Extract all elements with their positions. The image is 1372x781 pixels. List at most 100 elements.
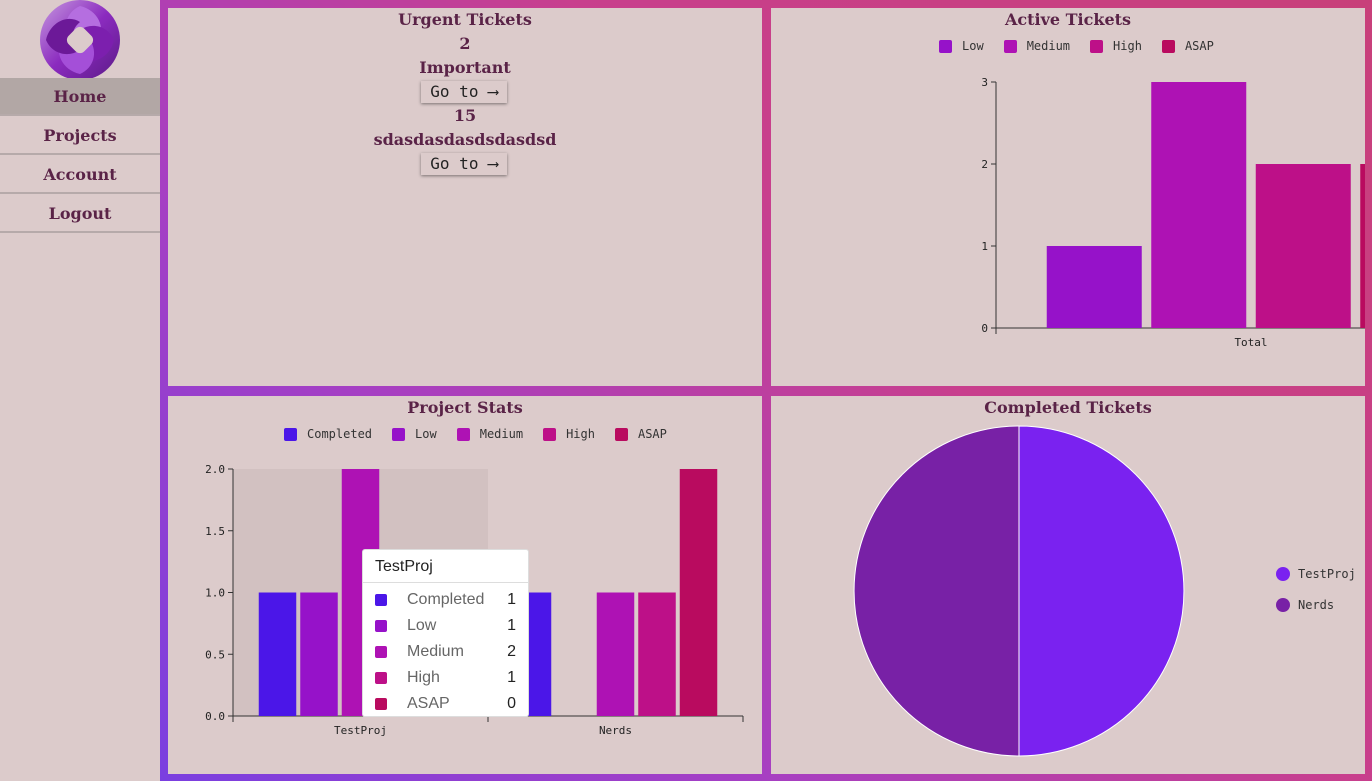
bar-nerds-asap	[679, 469, 718, 716]
tooltip-label: High	[407, 669, 440, 686]
pie-legend-testproj[interactable]: TestProj	[1276, 567, 1356, 581]
y-tick-label: 2	[981, 158, 988, 171]
legend-label-asap: ASAP	[637, 427, 667, 441]
swatch-medium	[456, 427, 470, 441]
bar-nerds-high	[638, 592, 676, 716]
y-tick-label: 1.5	[205, 525, 225, 538]
tooltip-row: Medium 2	[375, 641, 516, 663]
legend-label-medium: Medium	[479, 427, 524, 441]
nav-account[interactable]: Account	[0, 156, 160, 194]
active-tickets-chart: 0 1 2 3 Total	[981, 76, 1365, 349]
bar-testproj-completed	[258, 592, 297, 716]
y-tick-label: 3	[981, 76, 988, 89]
urgent-count-2: 15	[453, 106, 477, 125]
bar-medium	[1151, 82, 1247, 328]
y-tick-label: 2.0	[205, 463, 225, 476]
legend-item-low[interactable]: Low	[939, 39, 984, 53]
legend-item-medium[interactable]: Medium	[456, 427, 524, 441]
pie-legend-label-nerds: Nerds	[1298, 598, 1335, 612]
legend-label-high: High	[1113, 39, 1142, 53]
urgent-count-1: 2	[459, 34, 471, 53]
tooltip-swatch	[375, 698, 387, 710]
project-stats-title: Project Stats	[407, 398, 523, 417]
bar-nerds-medium	[596, 592, 635, 716]
y-tick-label: 1	[981, 240, 988, 253]
legend-label-high: High	[566, 427, 595, 441]
goto-button-1[interactable]: Go to ⟶	[421, 81, 507, 103]
tooltip-row: Low 1	[375, 615, 516, 637]
legend-item-high[interactable]: High	[543, 427, 595, 441]
legend-label-asap: ASAP	[1184, 39, 1214, 53]
tooltip-label: Completed	[407, 591, 485, 608]
urgent-project-name-1: Important	[419, 58, 511, 77]
legend-label-low: Low	[962, 39, 984, 53]
legend-item-medium[interactable]: Medium	[1003, 39, 1071, 53]
urgent-project-name-2: sdasdasdasdsdasdsd	[373, 130, 557, 149]
bar-asap	[1360, 164, 1365, 328]
legend-item-asap[interactable]: ASAP	[1161, 39, 1214, 53]
pie-slice-nerds	[853, 425, 1020, 757]
swatch-high	[1090, 39, 1104, 53]
swatch-asap	[614, 427, 628, 441]
legend-item-high[interactable]: High	[1090, 39, 1142, 53]
pie-slice-testproj	[1018, 425, 1185, 757]
tooltip-swatch	[375, 594, 387, 606]
tooltip-value: 0	[507, 695, 516, 712]
nav-home[interactable]: Home	[0, 78, 160, 116]
x-tick-label: Total	[1234, 336, 1267, 349]
tooltip-title: TestProj	[375, 558, 433, 575]
sidebar: Home Projects Account Logout	[0, 0, 160, 781]
x-tick-label: Nerds	[599, 724, 632, 737]
legend-label-low: Low	[415, 427, 437, 441]
bar-high	[1255, 164, 1351, 328]
active-chart-legend: Low Medium High ASAP	[939, 39, 1234, 53]
legend-item-completed[interactable]: Completed	[284, 427, 372, 441]
tooltip-swatch	[375, 646, 387, 658]
tooltip-label: Low	[407, 617, 437, 634]
legend-item-asap[interactable]: ASAP	[614, 427, 667, 441]
goto-button-2[interactable]: Go to ⟶	[421, 153, 507, 175]
legend-label-medium: Medium	[1026, 39, 1071, 53]
tooltip-value: 2	[507, 643, 516, 660]
pie-legend-label-testproj: TestProj	[1298, 567, 1356, 581]
x-tick-label: TestProj	[334, 724, 387, 737]
tooltip-swatch	[375, 620, 387, 632]
tooltip-swatch	[375, 672, 387, 684]
swatch-high	[543, 427, 557, 441]
completed-tickets-chart	[853, 425, 1185, 757]
urgent-tickets-title: Urgent Tickets	[398, 10, 532, 29]
tooltip-row: High 1	[375, 667, 516, 689]
completed-tickets-panel: Completed Tickets TestProj Nerds	[771, 396, 1365, 774]
active-tickets-title: Active Tickets	[1004, 10, 1132, 29]
pie-legend-nerds[interactable]: Nerds	[1276, 598, 1334, 612]
legend-item-low[interactable]: Low	[392, 427, 437, 441]
project-chart-legend: Completed Low Medium High ASAP	[284, 427, 687, 441]
urgent-tickets-panel: Urgent Tickets 2 Important Go to ⟶ 15 sd…	[168, 8, 762, 386]
pie-dot-nerds	[1276, 598, 1290, 612]
bar-testproj-low	[300, 592, 338, 716]
completed-tickets-title: Completed Tickets	[984, 398, 1152, 417]
bar-low	[1046, 246, 1142, 328]
y-tick-label: 0.0	[205, 710, 225, 723]
tooltip-value: 1	[507, 617, 516, 634]
legend-label-completed: Completed	[307, 427, 373, 441]
tooltip-row: Completed 1	[375, 589, 516, 611]
tooltip-value: 1	[507, 591, 516, 608]
swatch-medium	[1003, 39, 1017, 53]
nav-projects[interactable]: Projects	[0, 117, 160, 155]
swatch-low	[392, 427, 406, 441]
swatch-asap	[1161, 39, 1175, 53]
tooltip-label: ASAP	[407, 695, 450, 712]
tooltip-divider	[363, 582, 528, 583]
tooltip-label: Medium	[407, 643, 464, 660]
y-tick-label: 0	[981, 322, 988, 335]
dashboard-frame: Urgent Tickets 2 Important Go to ⟶ 15 sd…	[160, 0, 1372, 781]
logo-icon	[40, 0, 120, 80]
swatch-completed	[284, 427, 297, 441]
nav-logout[interactable]: Logout	[0, 195, 160, 233]
tooltip-value: 1	[507, 669, 516, 686]
active-tickets-panel: Active Tickets Low Medium High ASAP 0 1 2 3…	[771, 8, 1365, 386]
y-tick-label: 0.5	[205, 648, 225, 661]
swatch-low	[939, 39, 952, 53]
chart-tooltip: TestProj Completed 1 Low 1 Medium 2 High 1 A…	[362, 549, 529, 717]
